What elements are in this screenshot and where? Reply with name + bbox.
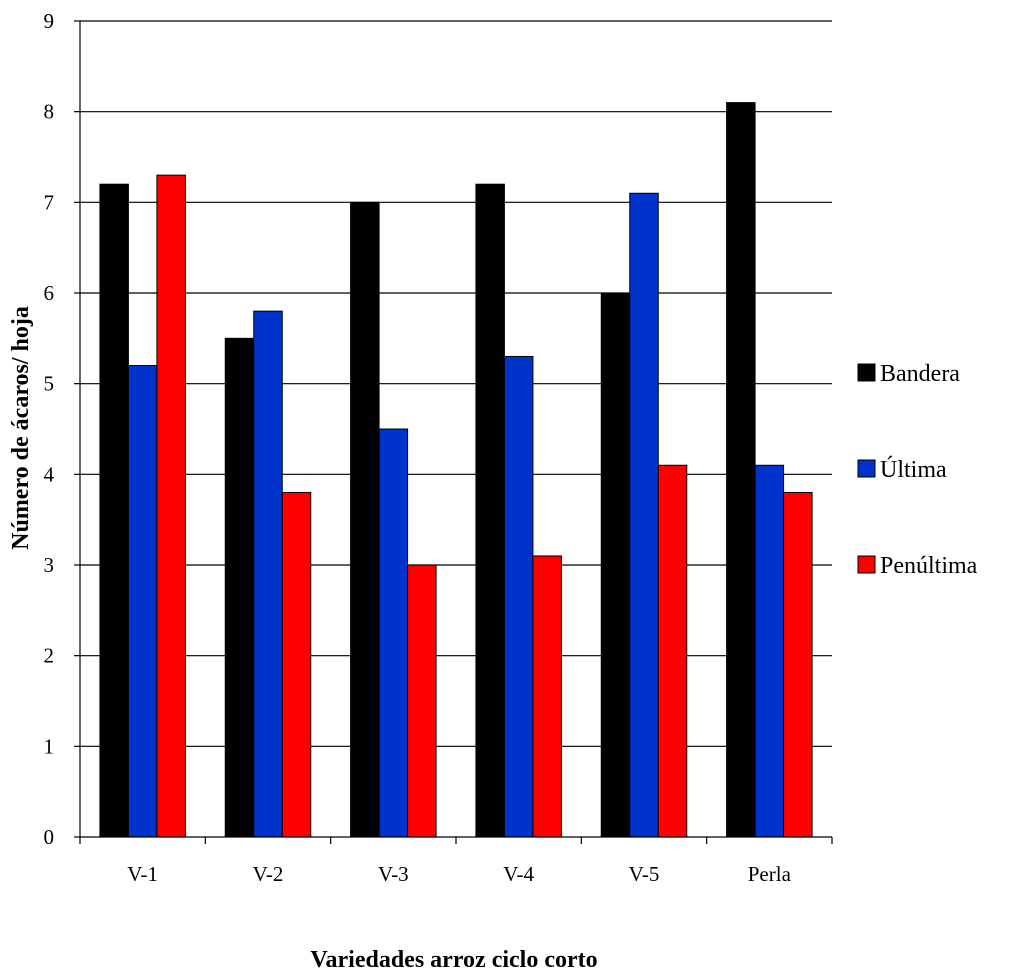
y-axis-title: Número de ácaros/ hoja	[8, 306, 34, 550]
x-tick-label: Perla	[748, 862, 792, 886]
tick-labels: 0 1 2 3 4 5 6 7 8 9 V-1 V-2 V-3 V-4 V-5 Perla	[44, 9, 792, 886]
bar-bandera-v-5	[600, 292, 631, 838]
bar-última-perla	[754, 464, 785, 838]
bar-bandera-perla	[726, 102, 756, 838]
y-tick-label: 9	[44, 9, 55, 33]
bar-última-v-5	[629, 192, 659, 838]
y-tick-label: 2	[44, 644, 55, 668]
bar-bandera-v-3	[350, 201, 380, 838]
legend-swatch-penúltima	[857, 555, 876, 574]
legend-label: Penúltima	[880, 553, 978, 579]
legend-label: Última	[880, 456, 947, 483]
bar-última-v-1	[127, 365, 158, 838]
legend-swatch-última	[857, 459, 876, 478]
bar-última-v-2	[253, 310, 283, 838]
x-tick-label: V-5	[629, 862, 660, 886]
y-tick-label: 4	[44, 462, 55, 486]
x-tick-label: V-4	[503, 862, 534, 886]
y-tick-label: 1	[44, 734, 55, 758]
bars	[99, 102, 813, 838]
bar-penúltima-v-5	[657, 464, 688, 838]
y-tick-label: 6	[44, 281, 55, 305]
x-tick-label: V-1	[127, 862, 158, 886]
bar-penúltima-perla	[783, 491, 813, 838]
x-tick-label: V-2	[253, 862, 284, 886]
bar-bandera-v-1	[99, 183, 129, 838]
gridlines	[80, 20, 832, 747]
bar-penúltima-v-1	[156, 174, 186, 838]
legend-label: Bandera	[880, 361, 960, 387]
bar-última-v-4	[503, 355, 534, 838]
bar-bandera-v-4	[475, 183, 505, 838]
y-tick-label: 8	[44, 100, 55, 124]
bar-última-v-3	[378, 428, 409, 838]
y-tick-label: 5	[44, 372, 55, 396]
y-tick-label: 3	[44, 553, 55, 577]
legend: Bandera Última Penúltima	[857, 361, 978, 579]
axes	[74, 20, 833, 844]
bar-penúltima-v-4	[532, 555, 562, 838]
bar-penúltima-v-2	[281, 491, 312, 838]
y-tick-label: 7	[44, 190, 55, 214]
bar-penúltima-v-3	[407, 564, 437, 838]
bar-bandera-v-2	[224, 337, 255, 838]
legend-swatch-bandera	[857, 363, 876, 382]
x-tick-label: V-3	[378, 862, 409, 886]
y-tick-label: 0	[44, 825, 55, 849]
x-axis-title: Variedades arroz ciclo corto	[310, 947, 597, 973]
